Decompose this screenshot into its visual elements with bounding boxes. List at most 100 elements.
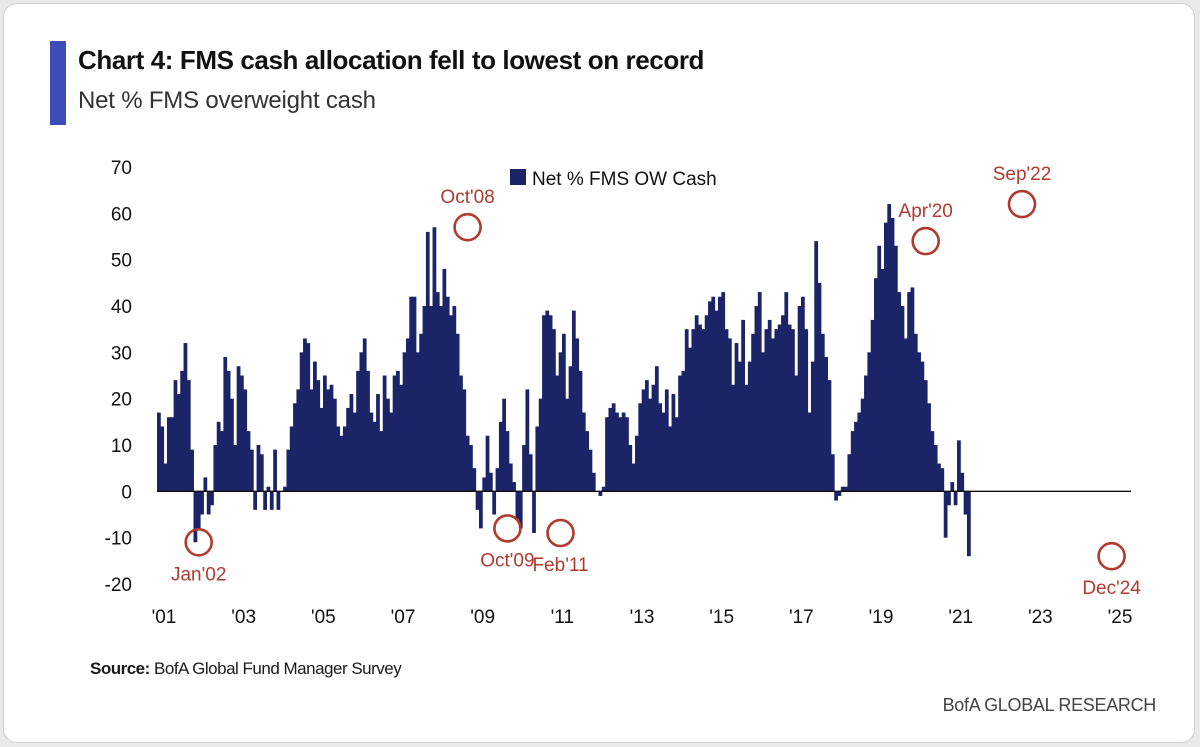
bar xyxy=(578,370,583,492)
bar xyxy=(532,491,536,534)
bar xyxy=(545,310,550,492)
bar xyxy=(166,417,171,492)
annotation-label: Sep'22 xyxy=(993,164,1052,185)
bar xyxy=(714,310,719,492)
bar xyxy=(810,361,815,492)
bar xyxy=(186,380,191,492)
bar xyxy=(761,352,765,492)
chart-plot: -20 -10 0 10 20 30 40 50 60 70 '01 '03 '05 '07 '09 '11 '… xyxy=(105,158,1142,628)
x-tick-label: '19 xyxy=(869,607,894,628)
bar xyxy=(316,380,321,492)
bar xyxy=(781,315,785,492)
bar xyxy=(492,491,497,515)
x-tick-label: '15 xyxy=(709,607,734,628)
bar xyxy=(329,384,334,492)
x-tick-label: '07 xyxy=(391,607,416,628)
bar xyxy=(263,491,267,510)
bar xyxy=(601,486,606,492)
bar xyxy=(930,431,935,492)
bar xyxy=(867,352,872,492)
bar xyxy=(462,389,467,492)
bar xyxy=(966,491,971,557)
x-tick-label: '05 xyxy=(311,607,336,628)
bar xyxy=(950,482,955,492)
bar xyxy=(190,449,194,492)
bar xyxy=(269,491,274,510)
bar xyxy=(488,472,493,492)
y-tick-label: 40 xyxy=(111,297,132,318)
bar xyxy=(346,407,350,492)
bar xyxy=(465,435,470,492)
bar xyxy=(356,370,360,492)
bar xyxy=(439,306,443,492)
bar xyxy=(877,245,882,492)
source-note: Source: BofA Global Fund Manager Survey xyxy=(90,659,402,679)
annotation-label: Feb'11 xyxy=(532,555,588,576)
bar xyxy=(276,491,281,510)
bar xyxy=(724,329,729,492)
bar xyxy=(893,245,898,492)
bar xyxy=(824,356,829,492)
bar xyxy=(727,338,732,492)
bar xyxy=(641,389,646,492)
bar xyxy=(525,389,530,492)
bar xyxy=(581,412,586,492)
bar xyxy=(273,449,277,492)
bar xyxy=(900,306,905,492)
annotation-label: Oct'08 xyxy=(440,187,494,208)
annotation-label: Apr'20 xyxy=(899,201,953,222)
bar xyxy=(176,394,181,492)
bar xyxy=(837,491,842,496)
bar xyxy=(479,491,483,529)
bar xyxy=(442,268,447,492)
bar-series xyxy=(157,204,971,557)
bar xyxy=(588,449,593,492)
bar xyxy=(903,338,908,492)
bar xyxy=(664,389,669,492)
bar xyxy=(830,454,835,492)
bar xyxy=(814,241,819,492)
title-accent-bar xyxy=(50,41,66,125)
bar xyxy=(326,389,331,492)
bar xyxy=(183,343,188,492)
bar xyxy=(754,306,759,492)
bar xyxy=(940,468,945,492)
bar xyxy=(452,306,457,492)
bar xyxy=(459,375,463,492)
bar xyxy=(708,301,712,492)
bar xyxy=(342,426,347,492)
bar xyxy=(286,449,291,492)
bar xyxy=(963,491,968,515)
bar xyxy=(429,306,433,492)
annotation-circle xyxy=(493,514,522,543)
bar xyxy=(668,426,672,492)
bar xyxy=(498,421,503,492)
bar xyxy=(399,384,404,492)
bar xyxy=(654,366,659,492)
bar xyxy=(230,398,234,492)
bar xyxy=(907,292,911,492)
bar xyxy=(412,296,417,492)
bar xyxy=(804,329,809,492)
bar xyxy=(256,445,261,492)
legend-label: Net % FMS OW Cash xyxy=(532,169,717,190)
y-tick-label: -20 xyxy=(105,575,132,596)
bar xyxy=(392,375,397,492)
bar xyxy=(542,315,546,492)
bar xyxy=(415,352,420,492)
bar xyxy=(864,375,868,492)
bar xyxy=(180,370,185,492)
y-tick-label: 0 xyxy=(121,482,132,503)
bar xyxy=(840,486,845,492)
bar xyxy=(339,435,344,492)
bar xyxy=(303,338,307,492)
y-tick-label: -10 xyxy=(105,529,132,550)
x-tick-label: '03 xyxy=(231,607,256,628)
bar xyxy=(296,389,301,492)
bar xyxy=(598,491,603,496)
bar xyxy=(336,426,341,492)
bar xyxy=(505,431,510,492)
bar xyxy=(820,333,825,492)
y-tick-label: 20 xyxy=(111,390,132,411)
bar xyxy=(253,491,258,510)
